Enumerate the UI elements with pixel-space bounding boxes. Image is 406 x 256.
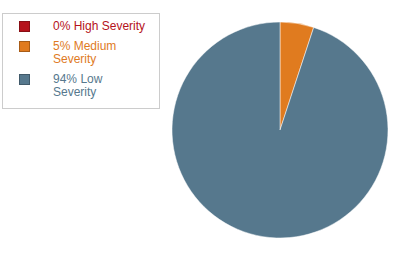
legend-swatch [19,41,30,52]
legend-value: 5% [53,39,70,53]
slice [172,22,388,238]
legend-label: 94% Low Severity [53,73,149,99]
legend-item: 5% Medium Severity [3,40,159,66]
legend-swatch [19,21,30,32]
legend-value: 94% [53,72,77,86]
pie [172,22,388,238]
legend-label: 5% Medium Severity [53,40,149,66]
legend: 0% High Severity 5% Medium Severity 94% Lo… [2,13,160,109]
legend-item: 0% High Severity [3,20,159,33]
legend-swatch [19,74,30,85]
legend-value: 0% [53,19,70,33]
legend-item: 94% Low Severity [3,73,159,99]
legend-label: 0% High Severity [53,20,149,33]
legend-category: High Severity [74,19,145,33]
